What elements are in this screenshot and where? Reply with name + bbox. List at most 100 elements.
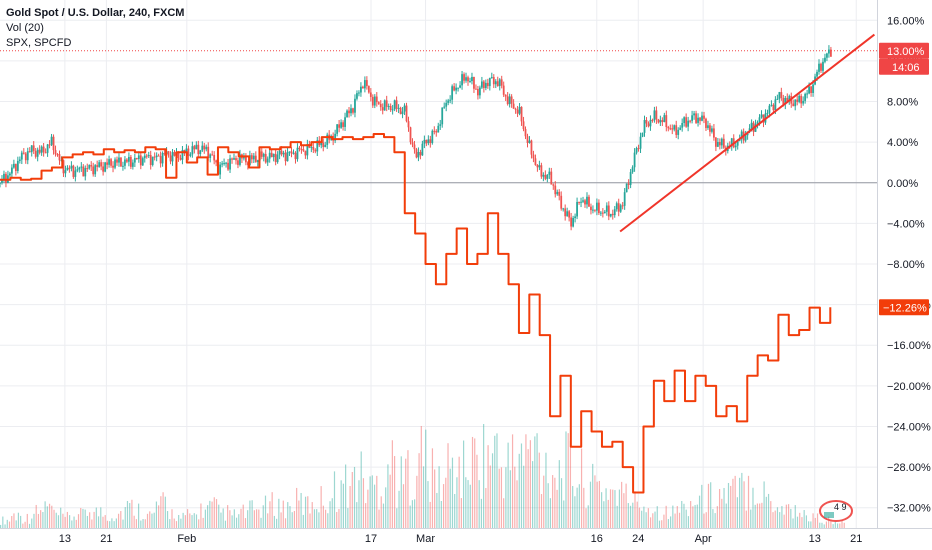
x-tick-label: 21 — [850, 533, 862, 545]
candle-body — [701, 115, 703, 121]
volume-bar — [585, 508, 587, 528]
candle-body — [548, 171, 551, 175]
candle-body — [290, 151, 293, 154]
legend-compare[interactable]: SPX, SPCFD — [6, 37, 72, 49]
candle-body — [161, 152, 164, 164]
legend-volume[interactable]: Vol (20) — [6, 22, 44, 34]
candle-body — [705, 118, 707, 128]
volume-bar — [351, 472, 353, 528]
volume-bar — [638, 507, 641, 528]
candle-body — [169, 155, 172, 162]
volume-bar — [284, 518, 287, 528]
candle-body — [145, 155, 148, 157]
candle-body — [82, 166, 85, 177]
volume-bar — [104, 515, 106, 528]
candle-body — [635, 148, 638, 153]
candle-body — [405, 105, 408, 122]
candle-body — [667, 127, 670, 129]
candle-body — [479, 87, 481, 96]
volume-bar — [707, 483, 710, 528]
volume-bar — [409, 505, 411, 528]
candle-body — [52, 136, 55, 151]
candle-body — [304, 150, 307, 156]
candle-body — [659, 120, 662, 123]
volume-bar — [296, 487, 298, 528]
candle-body — [714, 137, 717, 147]
volume-bar — [783, 514, 785, 528]
volume-bar — [505, 467, 507, 528]
candle-body — [209, 154, 212, 158]
volume-bar — [543, 475, 545, 528]
candle-body — [643, 120, 646, 133]
x-tick-label: 13 — [59, 533, 71, 545]
volume-bar — [547, 483, 549, 528]
volume-bar — [182, 512, 184, 528]
candle-body — [348, 110, 350, 114]
volume-bar — [580, 448, 583, 528]
candle-body — [461, 74, 463, 86]
volume-bar — [607, 499, 609, 528]
volume-bar — [538, 452, 540, 528]
candle-body — [824, 57, 826, 62]
candle-body — [542, 174, 545, 177]
x-tick-label: 13 — [809, 533, 821, 545]
legend-title[interactable]: Gold Spot / U.S. Dollar, 240, FXCM — [6, 7, 185, 19]
volume-bar — [681, 500, 683, 528]
volume-bar — [309, 513, 311, 528]
candle-body — [254, 155, 257, 162]
volume-bar — [278, 498, 280, 528]
volume-bar — [583, 487, 585, 528]
volume-bar — [362, 478, 365, 528]
candle-body — [447, 100, 450, 103]
volume-bar — [627, 503, 629, 528]
volume-bar — [498, 468, 500, 528]
volume-bar — [86, 515, 89, 528]
volume-bar — [536, 433, 538, 528]
tradingview-logo-icon[interactable]: 4 9 — [818, 498, 854, 524]
volume-bar — [204, 509, 206, 528]
candle-body — [211, 154, 214, 156]
volume-bar — [153, 512, 155, 528]
candle-body — [522, 121, 525, 130]
volume-bar — [507, 442, 509, 528]
trendline[interactable] — [619, 33, 876, 233]
candle-body — [284, 152, 287, 162]
volume-bar — [663, 514, 665, 528]
candle-body — [590, 206, 592, 211]
candle-body — [100, 162, 103, 167]
volume-bar — [814, 517, 816, 528]
volume-bar — [487, 445, 489, 528]
volume-bar — [42, 512, 44, 528]
volume-bar — [293, 510, 296, 528]
candle-body — [786, 97, 789, 102]
volume-bar — [422, 466, 425, 528]
candle-body — [272, 153, 275, 158]
candle-body — [802, 100, 805, 104]
candle-body — [205, 146, 208, 150]
candle-body — [401, 111, 404, 115]
candle-body — [3, 173, 5, 180]
volume-bar — [819, 522, 821, 528]
volume-bar — [703, 513, 705, 528]
candle-body — [203, 145, 206, 150]
candle-body — [609, 213, 612, 217]
candle-body — [550, 171, 553, 185]
x-tick-labels[interactable]: 13 21 Feb 17 Mar 16 24 Apr 13 21 — [59, 533, 863, 545]
volume-bar — [727, 482, 730, 528]
candle-body — [46, 144, 49, 153]
price-tags: 13.00% 14:06 −12.26% — [879, 42, 929, 316]
volume-bar — [725, 503, 727, 528]
volume-bar — [741, 472, 743, 528]
candle-body — [381, 107, 384, 111]
price-axis[interactable] — [877, 0, 932, 550]
candle-body — [431, 130, 434, 144]
candle-body — [246, 162, 249, 166]
volume-bar — [169, 519, 171, 528]
gold-candles — [0, 45, 832, 231]
candle-body — [457, 87, 459, 89]
volume-bar — [605, 488, 607, 528]
volume-bar — [743, 481, 745, 528]
volume-bar — [772, 512, 774, 528]
volume-bar — [227, 505, 229, 528]
